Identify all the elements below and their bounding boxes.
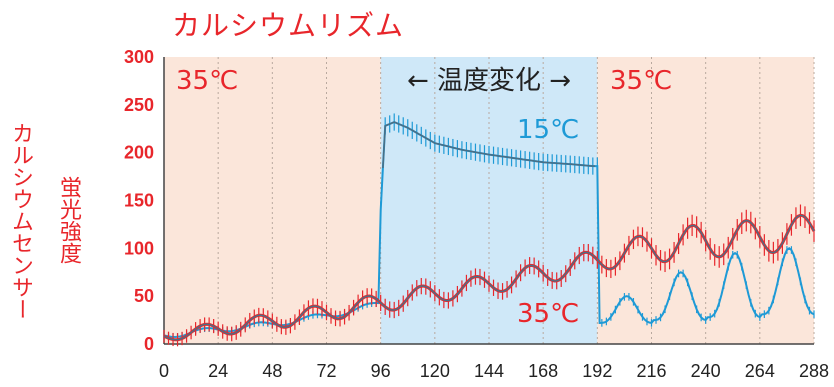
x-tick-label: 96 xyxy=(371,361,391,381)
x-tick-label: 120 xyxy=(420,361,450,381)
annotation-series-15: 15℃ xyxy=(517,115,579,145)
y-axis-label: カルシウムセンサー 蛍光強度 xyxy=(0,60,110,360)
series xyxy=(163,113,816,347)
y-tick-label: 200 xyxy=(124,143,154,163)
x-tick-label: 168 xyxy=(528,361,558,381)
x-tick-label: 48 xyxy=(262,361,282,381)
annotation-left-temp: 35℃ xyxy=(176,66,238,96)
annotation-temp-change: ← 温度変化 → xyxy=(407,66,571,96)
x-tick-label: 72 xyxy=(316,361,336,381)
x-tick-label: 0 xyxy=(159,361,169,381)
background-regions xyxy=(164,57,814,344)
x-tick-label: 216 xyxy=(636,361,666,381)
y-tick-label: 0 xyxy=(144,334,154,354)
series-35-mean-line xyxy=(163,214,815,341)
y-tick-label: 100 xyxy=(124,238,154,258)
y-axis-label-line-1: カルシウムセンサー xyxy=(8,122,33,320)
y-tick-label: 50 xyxy=(134,286,154,306)
axes: 0 24 48 72 96 120 144 168 192 216 240 264 288 0 50 100 1… xyxy=(124,47,829,381)
y-tick-label: 250 xyxy=(124,95,154,115)
x-tick-label: 264 xyxy=(745,361,775,381)
x-tick-label: 288 xyxy=(799,361,829,381)
series-15-mean-line xyxy=(382,121,596,169)
y-tick-label: 300 xyxy=(124,47,154,67)
x-tick-label: 240 xyxy=(691,361,721,381)
y-tick-label: 150 xyxy=(124,191,154,211)
x-tick-label: 24 xyxy=(208,361,228,381)
chart-title: カルシウムリズム xyxy=(172,9,405,42)
x-tick-label: 192 xyxy=(582,361,612,381)
region-2 xyxy=(597,57,814,344)
y-axis-label-line-2: 蛍光強度 xyxy=(56,176,81,264)
x-tick-label: 144 xyxy=(474,361,504,381)
region-0 xyxy=(164,57,381,344)
annotation-series-35: 35℃ xyxy=(517,299,579,329)
annotations: 35℃ ← 温度変化 → 35℃ 15℃ 35℃ xyxy=(176,66,672,329)
annotation-right-temp: 35℃ xyxy=(610,66,672,96)
